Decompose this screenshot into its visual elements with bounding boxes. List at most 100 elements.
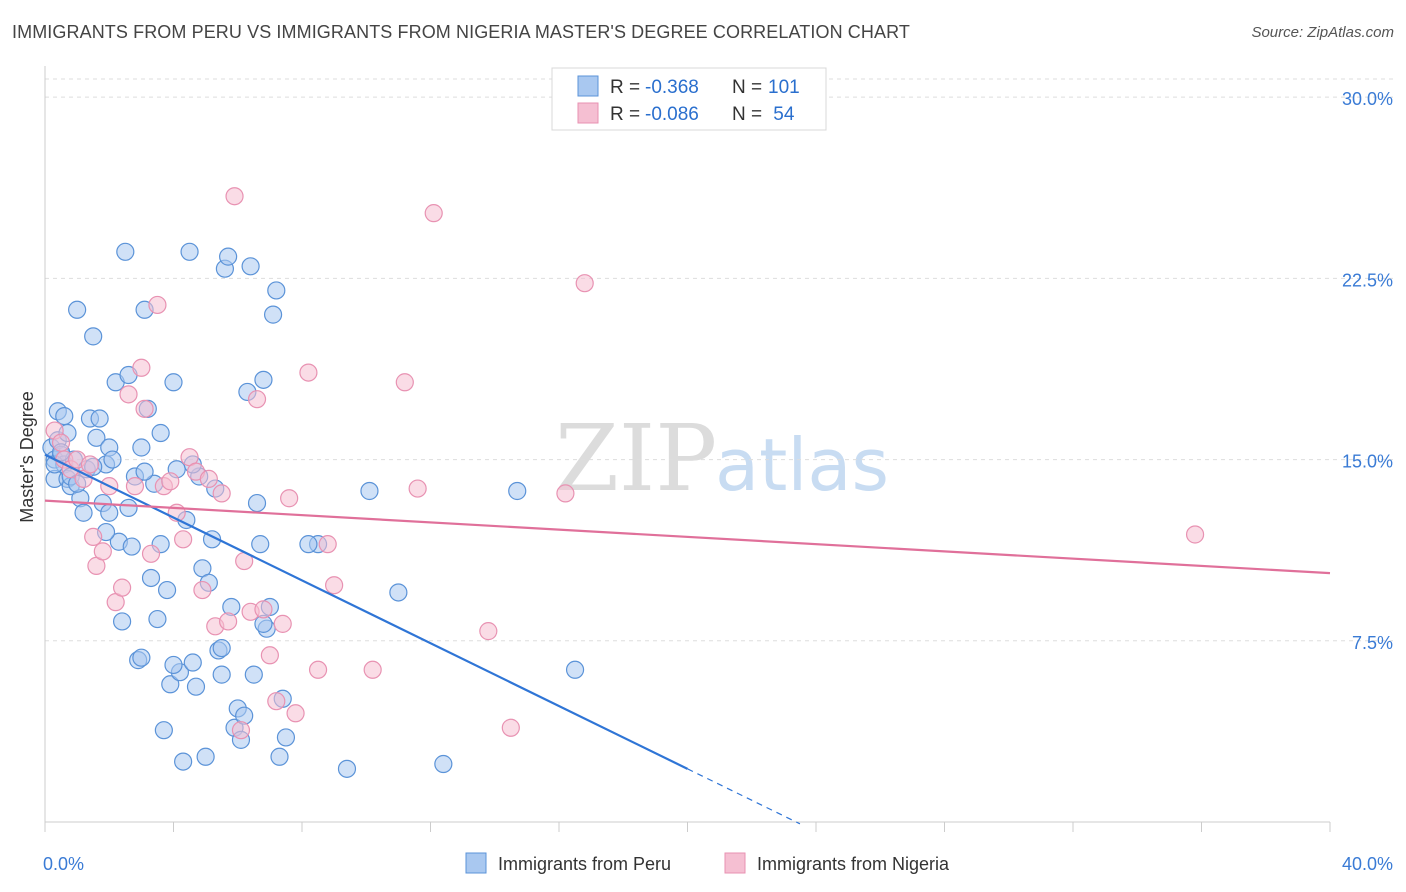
peru-point xyxy=(219,247,238,266)
legend-swatch-peru xyxy=(577,75,599,97)
peru-trend-extension xyxy=(687,768,801,825)
peru-point xyxy=(90,409,109,428)
correlation-legend: R = -0.368 N = 101 R = -0.086 N = 54 xyxy=(551,67,827,131)
nigeria-point xyxy=(325,576,344,595)
peru-point xyxy=(151,423,170,443)
peru-point xyxy=(164,373,183,392)
x-tick-labels: 0.0% 40.0% xyxy=(43,854,1393,874)
nigeria-point xyxy=(51,433,71,452)
legend-n-value: 54 xyxy=(768,104,795,125)
nigeria-point xyxy=(193,580,212,600)
peru-point xyxy=(154,721,173,740)
legend-n-value: 101 xyxy=(768,77,800,98)
peru-point xyxy=(360,481,379,501)
peru-point xyxy=(119,498,138,518)
peru-point xyxy=(389,583,408,602)
nigeria-point xyxy=(479,622,498,641)
watermark-zip: ZIP xyxy=(555,405,717,512)
nigeria-point xyxy=(119,385,138,404)
peru-point xyxy=(132,648,151,667)
peru-point xyxy=(196,747,215,766)
peru-point xyxy=(180,242,199,261)
peru-point xyxy=(212,638,231,658)
peru-point xyxy=(183,653,202,672)
series-legend: Immigrants from Peru Immigrants from Nig… xyxy=(465,852,950,874)
watermark-atlas: atlas xyxy=(715,423,889,507)
trend-lines xyxy=(44,453,1331,825)
nigeria-point xyxy=(141,544,161,563)
peru-point xyxy=(244,665,263,684)
peru-point xyxy=(186,677,206,696)
nigeria-point xyxy=(199,469,218,489)
peru-point xyxy=(103,450,122,469)
nigeria-point xyxy=(280,489,299,508)
peru-point xyxy=(68,300,87,319)
nigeria-point xyxy=(556,484,575,503)
peru-point xyxy=(254,370,273,389)
nigeria-point xyxy=(273,614,292,633)
bottom-legend-label-peru: Immigrants from Peru xyxy=(498,854,671,874)
nigeria-point xyxy=(112,578,132,597)
peru-point xyxy=(337,759,357,778)
peru-point xyxy=(299,535,318,554)
x-tick-label: 40.0% xyxy=(1342,854,1393,874)
nigeria-point xyxy=(575,274,594,293)
nigeria-point xyxy=(286,704,305,723)
nigeria-point xyxy=(254,600,273,619)
y-tick-label: 22.5% xyxy=(1342,270,1393,290)
legend-r-label: R = xyxy=(610,104,640,125)
peru-point xyxy=(87,428,106,447)
nigeria-point xyxy=(174,530,193,549)
bottom-legend-swatch-peru xyxy=(465,852,487,874)
legend-n-label: N = xyxy=(732,77,762,98)
nigeria-point xyxy=(363,660,382,679)
nigeria-point xyxy=(260,646,279,665)
legend-r-value: -0.086 xyxy=(645,104,699,125)
nigeria-point xyxy=(247,390,267,409)
legend-swatch-nigeria xyxy=(577,102,599,124)
bottom-legend-label-nigeria: Immigrants from Nigeria xyxy=(757,854,950,874)
legend-n-label: N = xyxy=(732,104,762,125)
peru-point xyxy=(174,752,193,771)
nigeria-point xyxy=(424,204,443,223)
y-tick-labels: 7.5% 15.0% 22.5% 30.0% xyxy=(1342,89,1393,653)
nigeria-point xyxy=(231,721,251,740)
peru-point xyxy=(135,462,154,481)
nigeria-point xyxy=(93,542,112,561)
peru-point xyxy=(84,327,103,346)
peru-point xyxy=(263,305,283,324)
nigeria-point xyxy=(501,718,520,737)
peru-point xyxy=(157,580,177,600)
peru-point xyxy=(141,568,161,588)
peru-point xyxy=(148,609,167,629)
x-tick-label: 0.0% xyxy=(43,854,84,874)
series-peru-points xyxy=(42,242,585,778)
source-credit: Source: ZipAtlas.com xyxy=(1251,24,1394,41)
peru-point xyxy=(212,665,231,684)
nigeria-point xyxy=(408,479,427,498)
bottom-legend-swatch-nigeria xyxy=(724,852,746,874)
nigeria-point xyxy=(318,535,337,554)
nigeria-point xyxy=(212,484,231,503)
peru-point xyxy=(508,481,527,501)
peru-point xyxy=(161,675,180,694)
nigeria-point xyxy=(225,187,244,206)
nigeria-point xyxy=(219,612,238,631)
legend-r-label: R = xyxy=(610,77,640,98)
chart-title: IMMIGRANTS FROM PERU VS IMMIGRANTS FROM … xyxy=(12,22,910,42)
nigeria-point xyxy=(148,295,167,315)
nigeria-point xyxy=(299,363,318,382)
y-tick-label: 7.5% xyxy=(1352,633,1393,653)
peru-point xyxy=(55,406,74,426)
peru-point xyxy=(270,747,289,766)
nigeria-point xyxy=(135,399,154,418)
y-tick-label: 15.0% xyxy=(1342,452,1393,472)
nigeria-point xyxy=(395,373,414,392)
nigeria-point xyxy=(1185,525,1205,544)
nigeria-point xyxy=(125,477,145,496)
peru-point xyxy=(565,660,585,679)
peru-point xyxy=(247,493,267,513)
nigeria-point xyxy=(80,455,100,474)
nigeria-point xyxy=(84,527,103,546)
peru-point xyxy=(112,612,132,631)
